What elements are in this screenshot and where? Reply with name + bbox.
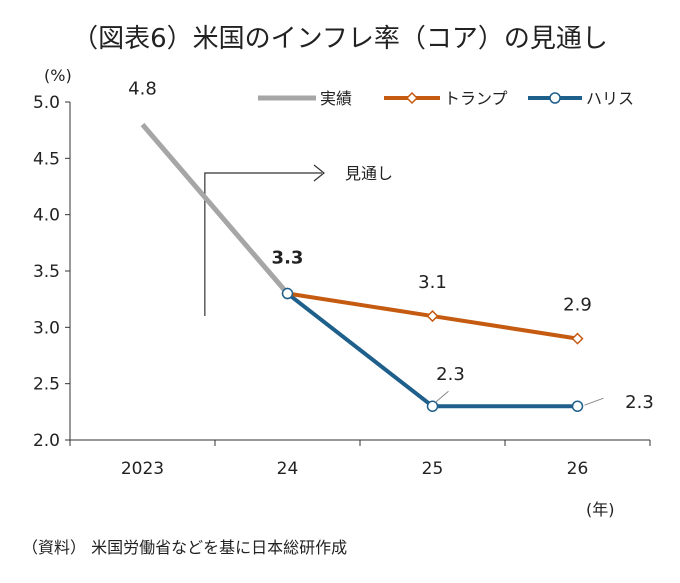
forecast-label: 見通し: [345, 164, 393, 183]
y-tick-label: 2.0: [33, 431, 60, 451]
data-label: 2.9: [563, 295, 592, 316]
data-point: [426, 310, 439, 323]
forecast-marker: 見通し: [204, 164, 393, 316]
y-axis-unit: (%): [44, 66, 72, 85]
series-layer: [140, 122, 584, 412]
series-line-実績: [140, 122, 290, 296]
x-tick-label: 24: [277, 459, 299, 479]
forecast-arrow-icon: [313, 164, 325, 182]
data-label: 2.3: [625, 392, 654, 413]
y-tick-label: 5.0: [33, 93, 60, 113]
data-label: 3.1: [418, 272, 447, 293]
data-point: [426, 400, 439, 412]
x-tick-label: 25: [422, 459, 444, 479]
forecast-bracket: [204, 172, 322, 316]
data-label: 2.3: [436, 364, 465, 385]
y-tick-label: 4.5: [33, 149, 60, 169]
data-point: [571, 332, 584, 345]
data-point: [571, 400, 584, 412]
chart-title: （図表6）米国のインフレ率（コア）の見通し: [72, 24, 608, 54]
leader-line: [435, 390, 449, 403]
legend: 実績 トランプ ハリス: [258, 89, 634, 108]
y-tick-label: 2.5: [33, 375, 60, 395]
data-point: [281, 287, 294, 300]
legend-label: トランプ: [444, 89, 508, 108]
axes: 5.0 4.5 4.0 3.5 3.0 2.5 2.0 2023 24 25 26: [33, 93, 651, 479]
leader-line: [584, 397, 604, 406]
legend-label: ハリス: [586, 89, 634, 108]
legend-label: 実績: [320, 89, 352, 108]
x-tick-label: 26: [567, 459, 589, 479]
legend-marker: [405, 91, 419, 105]
data-label: 4.8: [128, 79, 157, 100]
x-axis-unit: (年): [586, 500, 615, 519]
y-tick-label: 4.0: [33, 206, 60, 226]
y-tick-label: 3.0: [33, 318, 60, 338]
x-tick-label: 2023: [121, 459, 164, 479]
source-note: （資料） 米国労働省などを基に日本総研作成: [22, 538, 348, 557]
legend-marker: [549, 92, 561, 104]
y-tick-label: 3.5: [33, 262, 60, 282]
data-labels: 4.8 3.3 3.1 2.9 2.3 2.3: [128, 79, 654, 414]
data-label: 3.3: [272, 248, 304, 269]
